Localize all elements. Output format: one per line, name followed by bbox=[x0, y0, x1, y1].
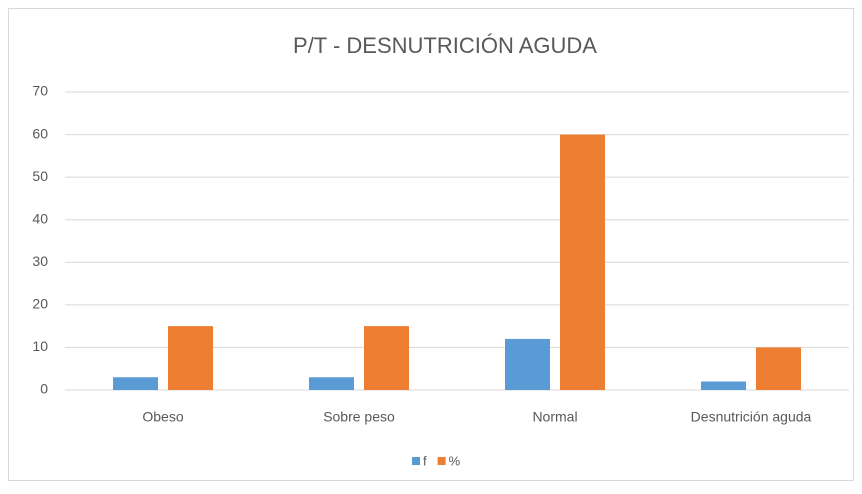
x-tick-label: Obeso bbox=[142, 409, 183, 425]
legend-swatch bbox=[437, 457, 446, 465]
y-tick-label: 0 bbox=[40, 381, 48, 397]
bar bbox=[560, 134, 605, 390]
chart-title: P/T - DESNUTRICIÓN AGUDA bbox=[293, 33, 597, 58]
legend-label: % bbox=[449, 453, 461, 468]
x-tick-label: Desnutrición aguda bbox=[691, 409, 812, 425]
y-tick-label: 50 bbox=[32, 168, 48, 184]
legend-label: f bbox=[423, 453, 427, 468]
x-tick-label: Normal bbox=[532, 409, 577, 425]
y-tick-label: 20 bbox=[32, 296, 48, 312]
y-tick-label: 40 bbox=[32, 210, 48, 226]
bar bbox=[505, 338, 550, 390]
bar bbox=[364, 326, 409, 390]
bar bbox=[756, 347, 801, 390]
y-tick-label: 70 bbox=[32, 83, 48, 99]
bar bbox=[701, 381, 746, 390]
x-tick-label: Sobre peso bbox=[323, 409, 395, 425]
bar bbox=[309, 377, 354, 390]
y-tick-label: 60 bbox=[32, 125, 48, 141]
legend-swatch bbox=[412, 457, 420, 465]
bar bbox=[113, 377, 158, 390]
y-tick-label: 10 bbox=[32, 338, 48, 354]
y-tick-label: 30 bbox=[32, 253, 48, 269]
chart-border bbox=[8, 8, 854, 481]
bar bbox=[168, 326, 213, 390]
